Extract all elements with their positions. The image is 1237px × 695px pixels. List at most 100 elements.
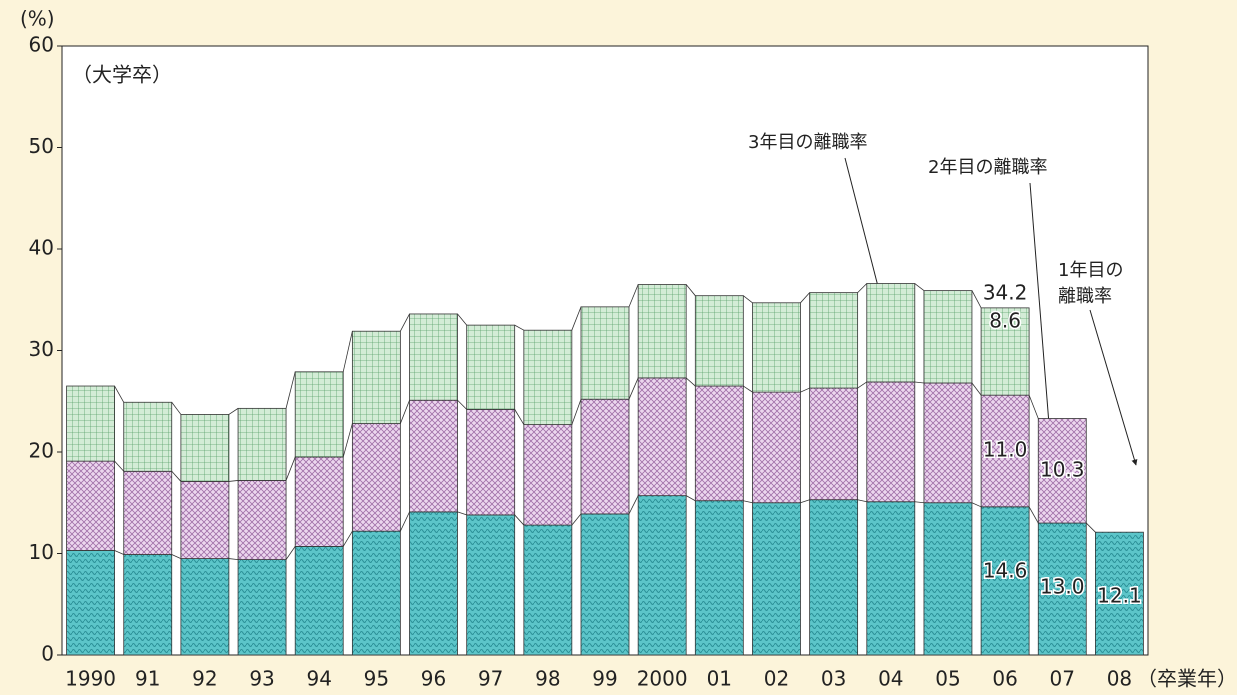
connector xyxy=(400,511,410,532)
bar-segment xyxy=(123,554,173,656)
bar-segment xyxy=(752,302,801,393)
connector xyxy=(800,292,810,304)
bar-segment xyxy=(694,295,744,387)
bar-segment xyxy=(123,470,173,555)
connector xyxy=(971,290,982,309)
connector xyxy=(628,377,639,400)
x-tick-label: 99 xyxy=(592,667,617,691)
connector xyxy=(685,377,696,387)
bar-segment xyxy=(409,313,458,401)
connector xyxy=(114,460,125,472)
value-label: 13.0 xyxy=(1040,575,1085,599)
bar-segment xyxy=(523,329,573,425)
connector xyxy=(857,381,868,389)
connector xyxy=(914,283,925,291)
connector xyxy=(743,500,753,504)
bar-segment xyxy=(580,513,630,656)
connector xyxy=(457,313,467,326)
bar-segment xyxy=(294,456,344,547)
bar-segment xyxy=(66,460,115,551)
bar-segment xyxy=(66,550,115,656)
x-tick-label: 91 xyxy=(135,667,160,691)
x-tick-label: 07 xyxy=(1050,667,1075,691)
y-unit: (%) xyxy=(20,7,55,31)
bar-segment xyxy=(351,330,401,424)
bar-segment xyxy=(294,545,344,656)
bar-segment xyxy=(580,306,630,400)
x-tick-label: 01 xyxy=(707,667,732,691)
x-tick-label: 1990 xyxy=(65,667,116,691)
connector xyxy=(971,502,982,508)
connector xyxy=(914,381,924,384)
bar-segment xyxy=(866,381,916,503)
value-label: 8.6 xyxy=(989,308,1021,332)
connector xyxy=(800,499,810,504)
x-tick-label: 94 xyxy=(306,667,331,691)
connector xyxy=(342,530,353,547)
connector xyxy=(285,371,296,409)
x-tick-label: 93 xyxy=(249,667,274,691)
connector xyxy=(628,284,639,308)
x-tick-label: 02 xyxy=(764,667,789,691)
y-tick-label: 40 xyxy=(29,236,54,260)
bar-segment xyxy=(809,292,859,389)
connector xyxy=(628,495,639,515)
bar-segment xyxy=(1037,522,1087,656)
bar-segment xyxy=(409,511,458,656)
y-tick-label: 20 xyxy=(29,439,54,463)
connector xyxy=(228,408,239,415)
connector xyxy=(514,324,525,331)
connector xyxy=(399,400,410,424)
arrow xyxy=(1089,309,1138,466)
bar-segment xyxy=(866,283,916,383)
bar-segment xyxy=(694,385,744,502)
bar-segment xyxy=(466,324,516,410)
connector xyxy=(514,409,525,425)
bar-segment xyxy=(1037,418,1087,524)
connector xyxy=(743,385,753,393)
connector xyxy=(114,385,125,403)
value-label: 10.3 xyxy=(1040,457,1085,481)
bar-segment xyxy=(66,385,115,462)
x-tick-label: 08 xyxy=(1107,667,1132,691)
connector xyxy=(971,382,982,396)
connector xyxy=(571,513,582,526)
x-tick-label: 98 xyxy=(535,667,560,691)
bar-segment xyxy=(351,530,401,656)
bar-segment xyxy=(809,499,859,656)
connector xyxy=(457,399,467,410)
y-tick-label: 10 xyxy=(29,540,54,564)
bar-segment xyxy=(351,423,401,532)
bar-segment xyxy=(237,559,287,656)
bar-segment xyxy=(466,408,516,516)
connector xyxy=(857,283,868,293)
bar-segment xyxy=(980,307,1030,396)
connector xyxy=(171,554,182,559)
bar-segment xyxy=(237,480,287,560)
value-label: 11.0 xyxy=(983,437,1028,461)
bar-segment xyxy=(466,514,516,656)
connector xyxy=(685,495,696,502)
connector xyxy=(114,550,124,555)
connector xyxy=(571,399,582,425)
y-tick-label: 50 xyxy=(29,134,54,158)
connector xyxy=(171,471,182,482)
bar-segment xyxy=(637,284,687,379)
value-label: 12.1 xyxy=(1097,584,1142,608)
bar-segment xyxy=(923,382,973,504)
connector xyxy=(571,306,582,331)
bar-segment xyxy=(980,394,1030,508)
x-tick-label: 92 xyxy=(192,667,217,691)
bar-segment xyxy=(923,290,973,384)
bar-segment xyxy=(180,558,230,656)
total-label: 34.2 xyxy=(983,280,1028,304)
connector xyxy=(1028,395,1039,419)
bar-segment xyxy=(523,524,573,656)
connector xyxy=(800,387,810,393)
connector xyxy=(228,480,239,482)
bar-segment xyxy=(694,500,744,656)
bar-segment xyxy=(237,407,287,481)
bar-segment xyxy=(409,399,458,513)
x-unit: （卒業年） xyxy=(1137,667,1237,691)
